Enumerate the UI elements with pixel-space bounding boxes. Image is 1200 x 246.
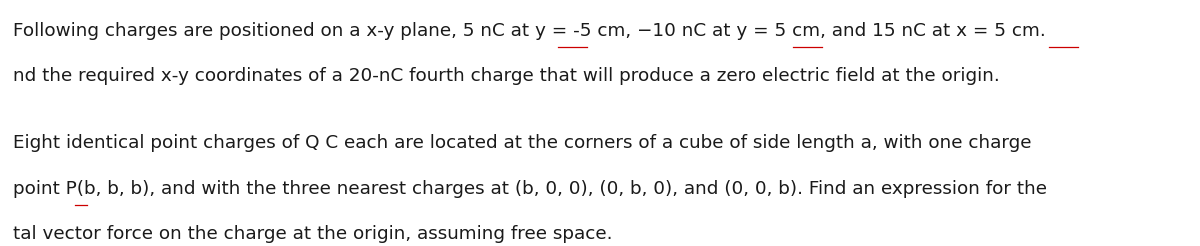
Text: nd the required x-y coordinates of a 20-nC fourth charge that will produce a zer: nd the required x-y coordinates of a 20-… [13,67,1000,85]
Text: point P(b, b, b), and with the three nearest charges at (b, 0, 0), (0, b, 0), an: point P(b, b, b), and with the three nea… [13,180,1048,198]
Text: tal vector force on the charge at the origin, assuming free space.: tal vector force on the charge at the or… [13,225,612,243]
Text: Eight identical point charges of Q C each are located at the corners of a cube o: Eight identical point charges of Q C eac… [13,134,1032,152]
Text: Following charges are positioned on a x-y plane, 5 nC at y = -5 cm, −10 nC at y : Following charges are positioned on a x-… [13,22,1045,40]
